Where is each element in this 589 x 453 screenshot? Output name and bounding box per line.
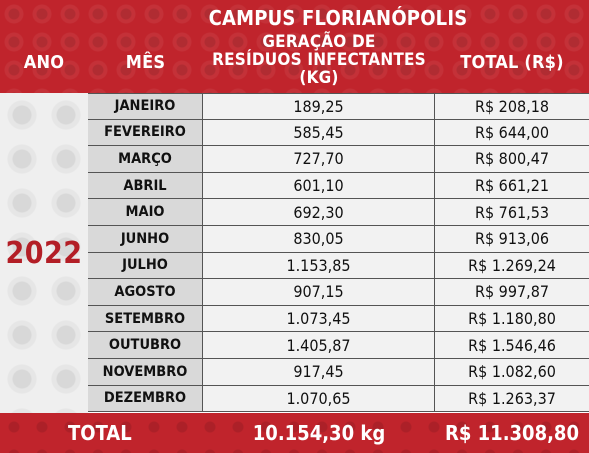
waste-kg-cell: 1.153,85 bbox=[203, 252, 435, 279]
table-row: MARÇO 727,70 R$ 800,47 bbox=[88, 146, 589, 173]
month-cell: JANEIRO bbox=[88, 94, 203, 119]
table-row: ABRIL 601,10 R$ 661,21 bbox=[88, 172, 589, 200]
total-label: TOTAL bbox=[68, 421, 132, 445]
total-cost-cell: R$ 800,47 bbox=[435, 146, 589, 172]
year-column: 2022 bbox=[0, 93, 88, 413]
column-header-total: TOTAL (R$) bbox=[460, 51, 564, 73]
column-header-mes: MÊS bbox=[125, 51, 166, 73]
table-row: OUTUBRO 1.405,87 R$ 1.546,46 bbox=[88, 332, 589, 359]
table-row: DEZEMBRO 1.070,65 R$ 1.263,37 bbox=[88, 385, 589, 413]
total-cost: R$ 11.308,80 bbox=[445, 421, 579, 445]
column-header-geracao: GERAÇÃO DE RESÍDUOS INFECTANTES (KG) bbox=[203, 30, 435, 92]
waste-kg-cell: 1.405,87 bbox=[203, 332, 435, 358]
table-row: JUNHO 830,05 R$ 913,06 bbox=[88, 225, 589, 253]
total-cost-cell: R$ 644,00 bbox=[435, 119, 589, 146]
month-cell: DEZEMBRO bbox=[88, 385, 203, 412]
total-cost-cell: R$ 1.269,24 bbox=[435, 252, 589, 279]
month-cell: JULHO bbox=[88, 252, 203, 279]
waste-kg-cell: 585,45 bbox=[203, 119, 435, 146]
month-cell: MAIO bbox=[88, 199, 203, 225]
table-row: MAIO 692,30 R$ 761,53 bbox=[88, 199, 589, 226]
waste-kg-cell: 692,30 bbox=[203, 199, 435, 225]
table-row: SETEMBRO 1.073,45 R$ 1.180,80 bbox=[88, 305, 589, 333]
waste-kg-cell: 727,70 bbox=[203, 146, 435, 172]
table-row: JULHO 1.153,85 R$ 1.269,24 bbox=[88, 252, 589, 280]
table-row: JANEIRO 189,25 R$ 208,18 bbox=[88, 93, 589, 120]
total-cost-cell: R$ 661,21 bbox=[435, 172, 589, 199]
waste-kg-cell: 917,45 bbox=[203, 358, 435, 385]
table-row: NOVEMBRO 917,45 R$ 1.082,60 bbox=[88, 358, 589, 386]
total-cost-cell: R$ 1.180,80 bbox=[435, 305, 589, 332]
total-cost-cell: R$ 208,18 bbox=[435, 94, 589, 119]
column-header-geracao-line1: GERAÇÃO DE bbox=[262, 32, 376, 53]
month-cell: NOVEMBRO bbox=[88, 358, 203, 385]
total-cost-cell: R$ 1.082,60 bbox=[435, 358, 589, 385]
waste-kg-cell: 830,05 bbox=[203, 225, 435, 252]
month-cell: ABRIL bbox=[88, 172, 203, 199]
total-cost-cell: R$ 1.546,46 bbox=[435, 332, 589, 358]
month-cell: SETEMBRO bbox=[88, 305, 203, 332]
table-header: CAMPUS FLORIANÓPOLIS ANO MÊS GERAÇÃO DE … bbox=[0, 0, 589, 93]
month-cell: MARÇO bbox=[88, 146, 203, 172]
month-grid: JANEIRO 189,25 R$ 208,18 FEVEREIRO 585,4… bbox=[88, 93, 589, 413]
total-cost-cell: R$ 913,06 bbox=[435, 225, 589, 252]
column-header-ano: ANO bbox=[23, 51, 65, 73]
waste-kg-cell: 1.070,65 bbox=[203, 385, 435, 412]
year-label: 2022 bbox=[5, 235, 83, 271]
table-row: AGOSTO 907,15 R$ 997,87 bbox=[88, 279, 589, 306]
waste-kg-cell: 189,25 bbox=[203, 94, 435, 119]
total-kg: 10.154,30 kg bbox=[252, 421, 386, 445]
total-cost-cell: R$ 997,87 bbox=[435, 279, 589, 305]
waste-kg-cell: 601,10 bbox=[203, 172, 435, 199]
total-cost-cell: R$ 761,53 bbox=[435, 199, 589, 225]
month-cell: FEVEREIRO bbox=[88, 119, 203, 146]
table-row: FEVEREIRO 585,45 R$ 644,00 bbox=[88, 119, 589, 147]
waste-kg-cell: 907,15 bbox=[203, 279, 435, 305]
month-cell: AGOSTO bbox=[88, 279, 203, 305]
month-cell: JUNHO bbox=[88, 225, 203, 252]
column-header-geracao-line2: RESÍDUOS INFECTANTES (KG) bbox=[212, 50, 426, 88]
total-cost-cell: R$ 1.263,37 bbox=[435, 385, 589, 412]
month-cell: OUTUBRO bbox=[88, 332, 203, 358]
total-row: TOTAL 10.154,30 kg R$ 11.308,80 bbox=[0, 413, 589, 453]
campus-title: CAMPUS FLORIANÓPOLIS bbox=[208, 5, 468, 30]
waste-kg-cell: 1.073,45 bbox=[203, 305, 435, 332]
